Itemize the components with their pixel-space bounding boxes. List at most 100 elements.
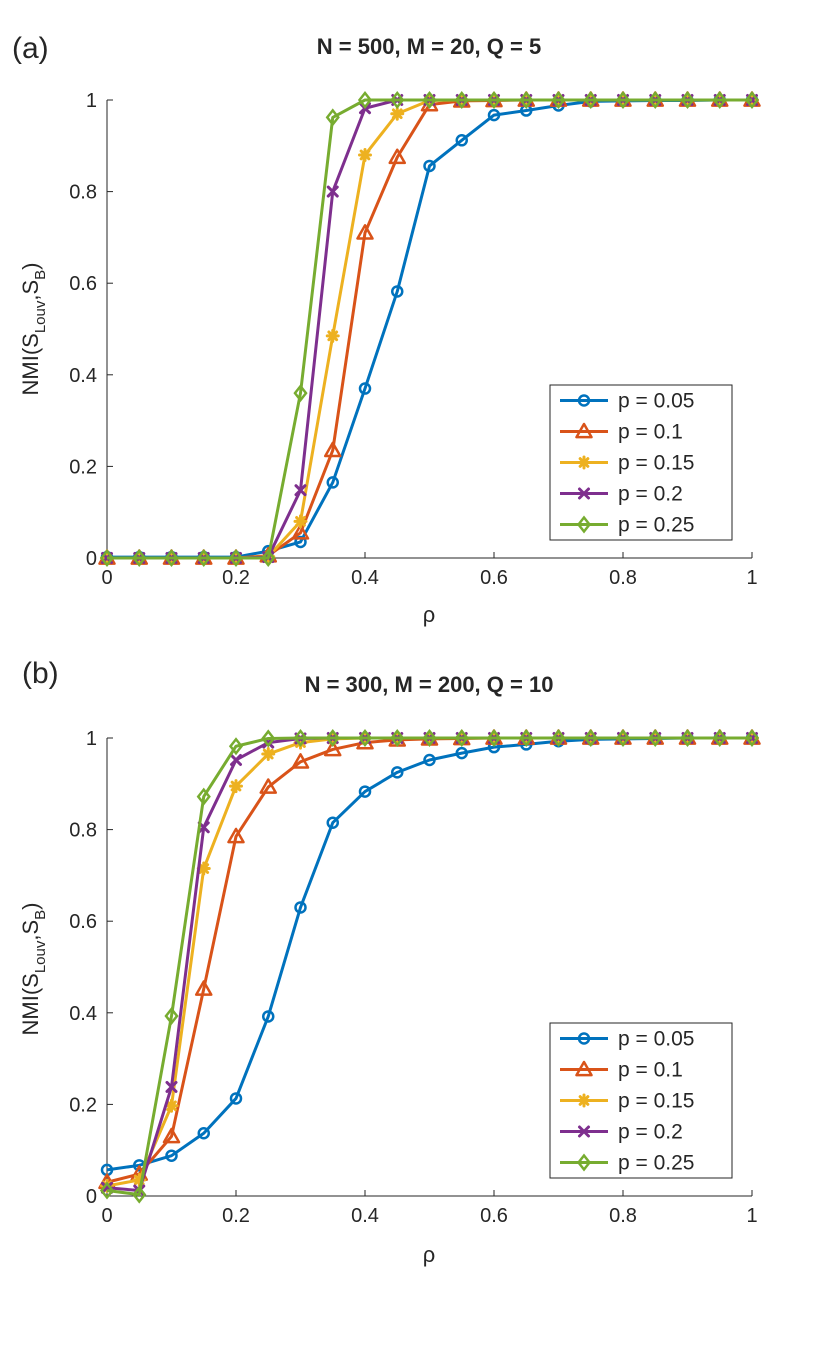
data-point bbox=[229, 1092, 243, 1105]
data-point bbox=[324, 441, 342, 458]
panel-a: (a) N = 500, M = 20, Q = 5 0 0.2 0.4 0.6 0.8… bbox=[12, 32, 761, 627]
data-point bbox=[454, 90, 469, 110]
data-point bbox=[358, 147, 372, 162]
data-point bbox=[551, 90, 566, 110]
data-point bbox=[294, 901, 307, 914]
data-point bbox=[132, 1185, 147, 1204]
data-point bbox=[99, 1181, 115, 1200]
data-point bbox=[164, 548, 179, 568]
data-point bbox=[680, 728, 695, 748]
legend-label: p = 0.2 bbox=[618, 1121, 683, 1144]
data-point bbox=[744, 728, 760, 748]
data-point bbox=[357, 728, 373, 748]
x-tick-label: 0.8 bbox=[609, 1205, 637, 1227]
legend-label: p = 0.2 bbox=[618, 483, 683, 506]
y-label-mid: ,S bbox=[18, 280, 43, 301]
data-point bbox=[293, 514, 308, 529]
panel-label-b: (b) bbox=[22, 657, 59, 690]
data-point bbox=[227, 827, 245, 844]
y-tick-label: 0.8 bbox=[69, 820, 97, 842]
data-point bbox=[228, 737, 244, 756]
x-axis-label-b: ρ bbox=[423, 1242, 436, 1267]
x-tick-label: 1 bbox=[746, 1205, 757, 1227]
data-point bbox=[164, 1098, 179, 1113]
y-tick-label: 1 bbox=[86, 90, 97, 112]
y-tick-label: 0.4 bbox=[69, 365, 97, 387]
legend-marker bbox=[575, 1060, 593, 1077]
legend-item: p = 0.25 bbox=[560, 1152, 694, 1175]
panel-b: (b) N = 300, M = 200, Q = 10 0 0.2 0.4 0.6 0… bbox=[18, 657, 761, 1267]
data-point bbox=[615, 90, 631, 110]
y-tick-label: 0.6 bbox=[69, 273, 97, 295]
y-tick-label: 0.2 bbox=[69, 456, 97, 478]
data-point bbox=[423, 159, 436, 173]
data-point bbox=[294, 535, 307, 549]
legend-label: p = 0.05 bbox=[618, 1028, 694, 1051]
legend-label: p = 0.1 bbox=[618, 1059, 683, 1082]
x-tick-label: 0.4 bbox=[351, 1205, 379, 1227]
data-point bbox=[358, 785, 372, 798]
data-point bbox=[583, 728, 598, 748]
legend-marker bbox=[577, 1093, 591, 1108]
data-point bbox=[165, 1081, 178, 1093]
y-label-base: NMI(S bbox=[18, 333, 43, 395]
series-a-5 bbox=[99, 90, 760, 568]
y-ticks-b: 0 0.2 0.4 0.6 0.8 1 bbox=[69, 728, 113, 1208]
legend-b: p = 0.05 p = 0.1 p = 0.15 p = 0.2 p = 0.25 bbox=[549, 1022, 733, 1179]
x-ticks-b: 0 0.2 0.4 0.6 0.8 1 bbox=[101, 1190, 758, 1227]
legend-marker bbox=[578, 487, 590, 500]
series-line bbox=[107, 98, 752, 560]
y-tick-label: 0 bbox=[86, 548, 97, 570]
data-point bbox=[261, 747, 276, 762]
data-point bbox=[712, 728, 727, 748]
data-point bbox=[132, 1172, 147, 1187]
legend-a: p = 0.05 p = 0.1 p = 0.15 p = 0.2 p = 0.25 bbox=[549, 384, 733, 541]
data-point bbox=[487, 108, 501, 122]
data-point bbox=[391, 766, 404, 779]
x-tick-label: 0 bbox=[101, 567, 112, 589]
y-tick-label: 0.4 bbox=[69, 1003, 97, 1025]
data-point bbox=[326, 185, 339, 198]
y-axis-label-b: NMI(SLouv,SB) bbox=[18, 903, 49, 1036]
series-b-5 bbox=[99, 728, 760, 1204]
data-point bbox=[744, 90, 760, 110]
legend-item: p = 0.1 bbox=[560, 1059, 683, 1082]
data-point bbox=[162, 1127, 181, 1144]
data-point bbox=[388, 148, 406, 165]
data-point bbox=[583, 90, 598, 110]
chart-title-b: N = 300, M = 200, Q = 10 bbox=[305, 672, 554, 697]
x-tick-label: 0.2 bbox=[222, 567, 250, 589]
x-axis-label-a: ρ bbox=[423, 602, 436, 627]
legend-marker bbox=[577, 394, 591, 407]
legend-label: p = 0.25 bbox=[618, 514, 694, 537]
x-tick-label: 0.8 bbox=[609, 567, 637, 589]
data-point bbox=[261, 548, 276, 568]
legend-item: p = 0.05 bbox=[560, 390, 694, 413]
series-group-a bbox=[98, 90, 761, 568]
data-point bbox=[326, 476, 339, 489]
x-tick-label: 0.4 bbox=[351, 567, 379, 589]
data-point bbox=[357, 90, 373, 110]
data-point bbox=[293, 728, 308, 748]
legend-label: p = 0.1 bbox=[618, 421, 683, 444]
data-point bbox=[196, 787, 211, 806]
y-tick-label: 0.2 bbox=[69, 1094, 97, 1116]
data-point bbox=[486, 90, 502, 110]
data-point bbox=[132, 548, 147, 568]
legend-marker bbox=[578, 1125, 590, 1138]
data-point bbox=[391, 285, 404, 298]
y-label-sub2: B bbox=[32, 910, 49, 920]
data-point bbox=[325, 728, 340, 748]
data-point bbox=[455, 746, 468, 760]
data-point bbox=[615, 728, 631, 748]
data-point bbox=[519, 728, 534, 748]
data-point bbox=[196, 548, 211, 568]
x-tick-label: 0 bbox=[101, 1205, 112, 1227]
data-point bbox=[422, 90, 437, 110]
y-label-sub1: Louv bbox=[32, 300, 49, 333]
legend-item: p = 0.1 bbox=[560, 421, 683, 444]
legend-marker bbox=[577, 455, 591, 470]
legend-marker bbox=[575, 422, 593, 439]
legend-label: p = 0.15 bbox=[618, 1090, 694, 1113]
data-point bbox=[99, 548, 115, 568]
